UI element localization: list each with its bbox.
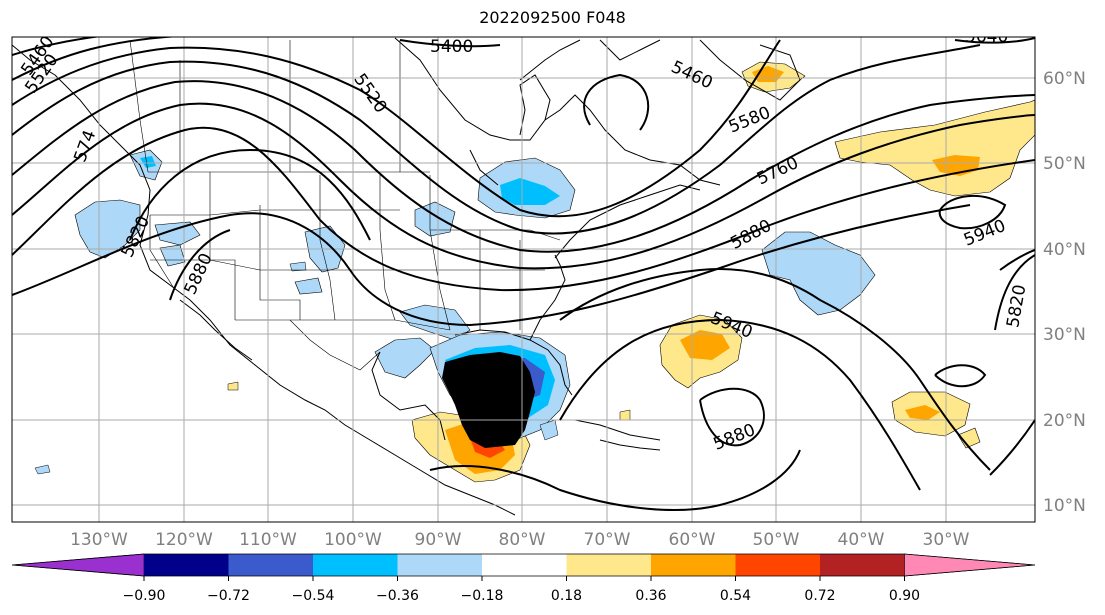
grid-lines xyxy=(12,37,1035,522)
colorbar-tick-label: 0.72 xyxy=(804,588,835,604)
colorbar-segment xyxy=(566,554,651,576)
lat-label: 50°N xyxy=(1043,154,1086,174)
latitude-labels: 60°N 50°N 40°N 30°N 20°N 10°N xyxy=(1043,69,1086,516)
colorbar-tick-label: 0.18 xyxy=(551,588,582,604)
colorbar-tick-label: −0.90 xyxy=(123,588,166,604)
colorbar-tick-label: −0.72 xyxy=(207,588,250,604)
lat-label: 60°N xyxy=(1043,69,1086,89)
lon-label: 30°W xyxy=(923,530,970,550)
height-contours xyxy=(12,37,1035,511)
lon-label: 110°W xyxy=(239,530,297,550)
colorbar-tick-label: 0.36 xyxy=(635,588,666,604)
colorbar-segment xyxy=(651,554,736,576)
colorbar-segment xyxy=(482,554,567,576)
lat-label: 40°N xyxy=(1043,240,1086,260)
lon-label: 130°W xyxy=(70,530,128,550)
lon-label: 90°W xyxy=(415,530,462,550)
lon-label: 120°W xyxy=(155,530,213,550)
lon-label: 50°W xyxy=(753,530,800,550)
lat-label: 10°N xyxy=(1043,496,1086,516)
lon-label: 100°W xyxy=(324,530,382,550)
colorbar-tick-label: 0.54 xyxy=(720,588,751,604)
contour-label: 5640 xyxy=(965,27,1008,47)
longitude-labels: 130°W 120°W 110°W 100°W 90°W 80°W 70°W 6… xyxy=(70,530,970,550)
colorbar-segment xyxy=(397,554,482,576)
map-title: 2022092500 F048 xyxy=(479,8,626,27)
colorbar-tick-label: −0.54 xyxy=(292,588,335,604)
lon-label: 60°W xyxy=(669,530,716,550)
colorbar-tick-label: 0.90 xyxy=(889,588,920,604)
colorbar-segment xyxy=(313,554,398,576)
colorbar-segment xyxy=(144,554,229,576)
colorbar-tick-label: −0.36 xyxy=(376,588,419,604)
contour-label: 5400 xyxy=(430,37,473,57)
colorbar-segment xyxy=(735,554,820,576)
lat-label: 20°N xyxy=(1043,411,1086,431)
colorbar-ticks xyxy=(143,576,905,581)
lon-label: 70°W xyxy=(584,530,631,550)
colorbar-extend-right xyxy=(904,553,1036,577)
lon-label: 40°W xyxy=(838,530,885,550)
colorbar-segment xyxy=(228,554,313,576)
colorbar-extend-left xyxy=(11,553,145,577)
colorbar-segment xyxy=(820,554,905,576)
lat-label: 30°N xyxy=(1043,325,1086,345)
colorbar: −0.90 −0.72 −0.54 −0.36 −0.18 0.18 0.36 … xyxy=(11,553,1036,604)
lon-label: 80°W xyxy=(499,530,546,550)
plot-frame xyxy=(11,36,1036,523)
colorbar-tick-label: −0.18 xyxy=(461,588,504,604)
